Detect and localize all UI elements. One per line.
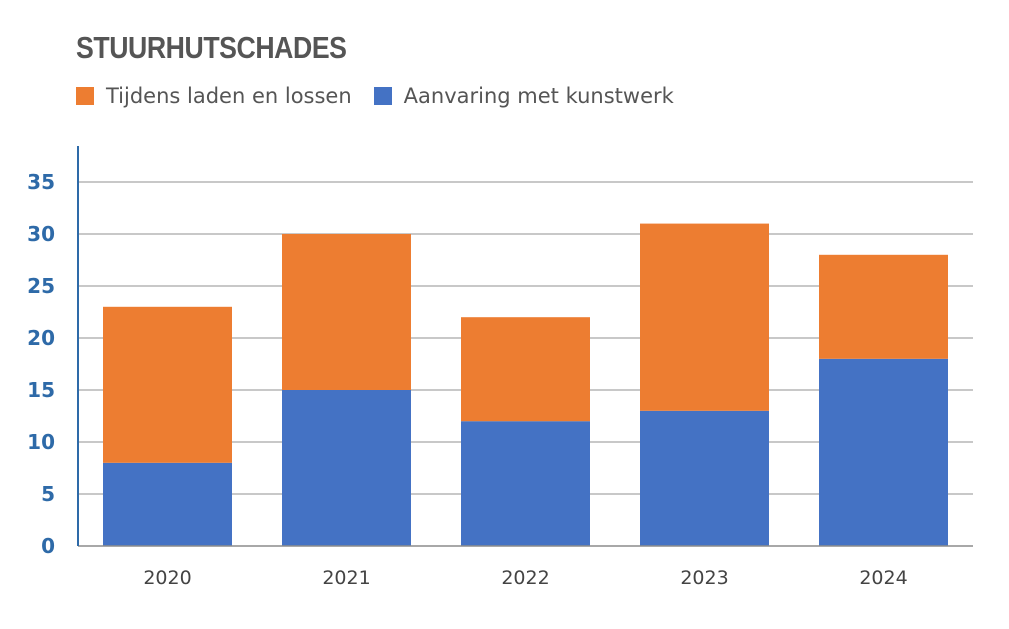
bar-segment	[103, 462, 232, 546]
y-tick-label: 35	[27, 170, 55, 194]
bar-segment	[819, 358, 948, 546]
y-tick-label: 0	[41, 534, 55, 558]
y-tick-label: 20	[27, 326, 55, 350]
legend-swatch-aanvaring	[373, 87, 392, 105]
y-tick-label: 10	[27, 430, 55, 454]
bar-segment	[640, 223, 769, 411]
y-tick-label: 25	[27, 274, 55, 298]
x-tick-label: 2020	[143, 567, 191, 589]
legend-swatch-laden-lossen	[76, 87, 94, 105]
legend-label-aanvaring: Aanvaring met kunstwerk	[403, 84, 674, 108]
x-tick-label: 2021	[322, 567, 370, 589]
y-tick-label: 15	[27, 378, 55, 402]
bar-segment	[282, 390, 411, 546]
x-tick-label: 2022	[501, 567, 549, 589]
legend-item-laden-lossen: Tijdens laden en lossen	[76, 84, 352, 108]
bar-segment	[103, 306, 232, 463]
bar-segment	[461, 421, 590, 546]
bar-segment	[819, 254, 948, 359]
x-tick-label: 2023	[680, 567, 728, 589]
y-tick-label: 30	[27, 222, 55, 246]
x-tick-label: 2024	[859, 567, 907, 589]
legend-label-laden-lossen: Tijdens laden en lossen	[106, 84, 352, 108]
bar-segment	[461, 317, 590, 422]
bar-segment	[282, 234, 411, 390]
y-tick-label: 5	[41, 482, 55, 506]
chart-title: STUURHUTSCHADES	[76, 30, 347, 65]
legend: Tijdens laden en lossen Aanvaring met ku…	[76, 84, 696, 108]
bar-segment	[640, 410, 769, 546]
legend-item-aanvaring: Aanvaring met kunstwerk	[373, 84, 674, 108]
